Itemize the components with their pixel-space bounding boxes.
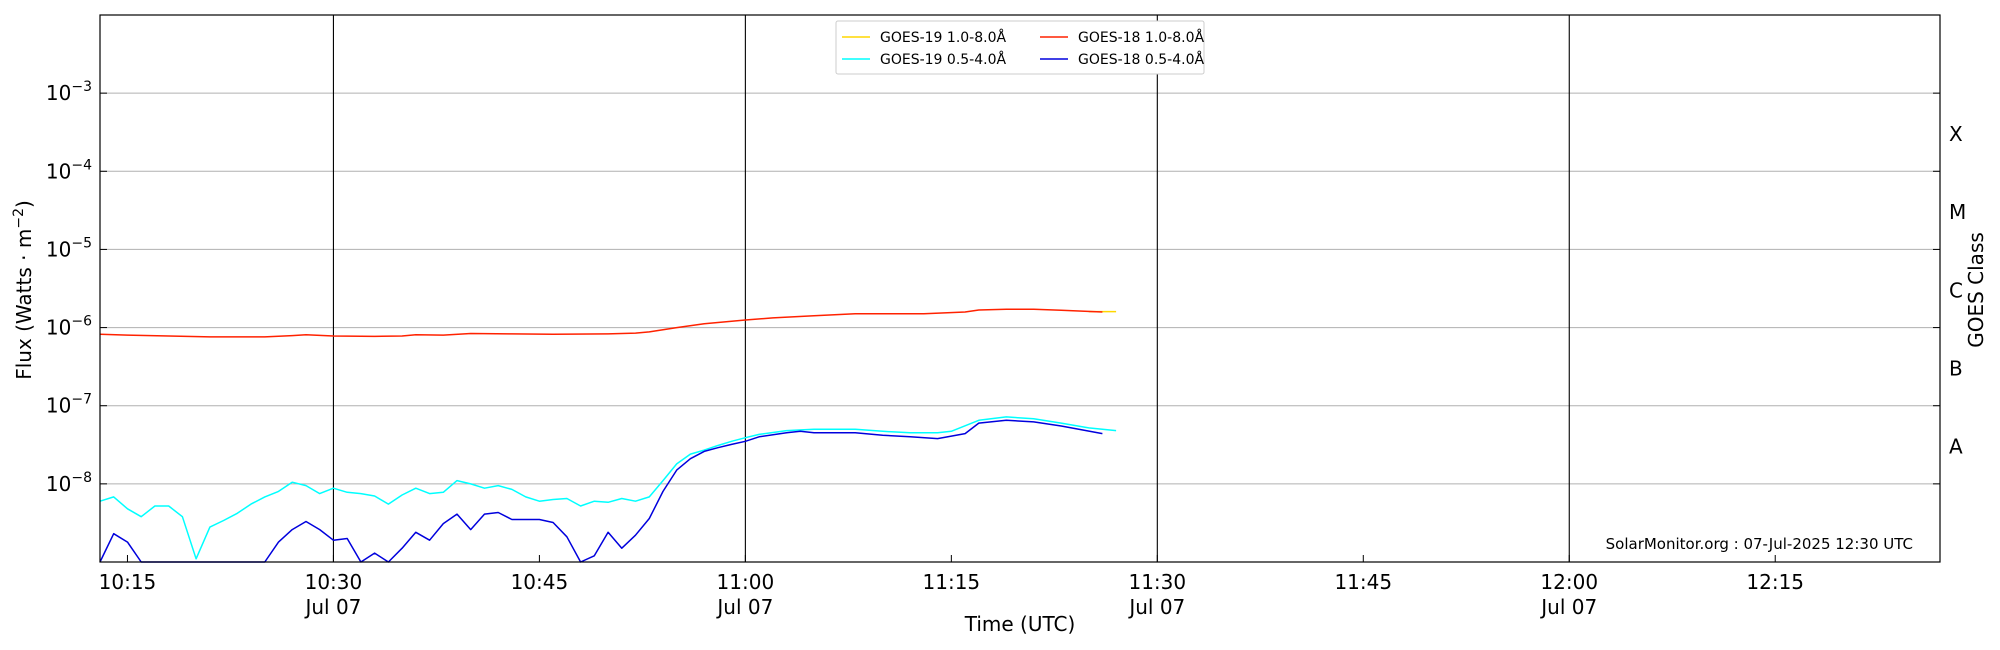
- y-tick-exponent: −6: [71, 314, 92, 330]
- series-line: [99, 416, 1117, 560]
- goes-class-label: A: [1949, 435, 1963, 459]
- source-watermark: SolarMonitor.org : 07-Jul-2025 12:30 UTC: [1606, 535, 1913, 553]
- x-tick-date-label: Jul 07: [1127, 595, 1185, 619]
- x-tick-label: 11:30: [1128, 570, 1186, 594]
- x-tick-label: 12:15: [1746, 570, 1804, 594]
- x-tick-label: 10:30: [305, 570, 363, 594]
- y-axis-ticks: 10−810−710−610−510−410−3: [46, 14, 1940, 563]
- y-tick-label: 10−7: [46, 392, 92, 418]
- goes-class-label: M: [1949, 200, 1966, 224]
- series-line: [99, 419, 1103, 563]
- y-tick-base: 10: [46, 159, 71, 183]
- y-tick-exponent: −7: [71, 392, 92, 408]
- goes-class-label: C: [1949, 278, 1963, 302]
- legend-box: [835, 20, 1205, 75]
- legend-label: GOES-18 0.5-4.0Å: [1078, 51, 1204, 68]
- y-tick-label: 10−8: [46, 470, 92, 496]
- plot-frame: [99, 14, 1941, 563]
- y-axis-title: Flux (Watts · m−2): [11, 200, 36, 380]
- x-tick-label: 10:45: [511, 570, 569, 594]
- goes-class-axis-title: GOES Class: [1964, 232, 1988, 348]
- y-tick-base: 10: [46, 472, 71, 496]
- y-tick-exponent: −4: [71, 157, 92, 173]
- date-boundary-lines: [332, 15, 1570, 562]
- legend-label: GOES-18 1.0-8.0Å: [1078, 29, 1204, 46]
- y-tick-exponent: −8: [71, 470, 92, 486]
- y-axis-title-sup: −2: [11, 208, 27, 229]
- y-tick-base: 10: [46, 81, 71, 105]
- x-tick-date-label: Jul 07: [303, 595, 361, 619]
- goes-class-label: X: [1949, 122, 1963, 146]
- x-tick-label: 11:00: [717, 570, 775, 594]
- y-axis-title-close: ): [12, 200, 36, 208]
- y-tick-label: 10−4: [46, 157, 92, 183]
- x-tick-label: 11:15: [923, 570, 981, 594]
- legend: GOES-19 1.0-8.0Å GOES-19 0.5-4.0Å GOES-18 …: [835, 20, 1205, 75]
- goes-class-labels: X M C B A: [1949, 122, 1966, 459]
- y-tick-exponent: −3: [71, 79, 92, 95]
- y-tick-base: 10: [46, 316, 71, 340]
- y-tick-base: 10: [46, 394, 71, 418]
- x-tick-label: 12:00: [1540, 570, 1598, 594]
- series-lines: [99, 308, 1117, 563]
- y-tick-label: 10−5: [46, 235, 92, 261]
- grid: [100, 92, 1940, 485]
- y-tick-label: 10−3: [46, 79, 92, 105]
- x-axis-title: Time (UTC): [964, 612, 1076, 636]
- x-tick-date-label: Jul 07: [715, 595, 773, 619]
- x-tick-label: 11:45: [1334, 570, 1392, 594]
- goes-class-label: B: [1949, 356, 1963, 380]
- x-tick-label: 10:15: [99, 570, 157, 594]
- x-tick-date-label: Jul 07: [1539, 595, 1597, 619]
- y-tick-exponent: −5: [71, 235, 92, 251]
- legend-label: GOES-19 0.5-4.0Å: [880, 51, 1006, 68]
- legend-label: GOES-19 1.0-8.0Å: [880, 29, 1006, 46]
- series-line: [99, 308, 1103, 338]
- y-tick-base: 10: [46, 237, 71, 261]
- y-axis-title-main: Flux (Watts · m: [12, 229, 36, 380]
- y-tick-label: 10−6: [46, 314, 92, 340]
